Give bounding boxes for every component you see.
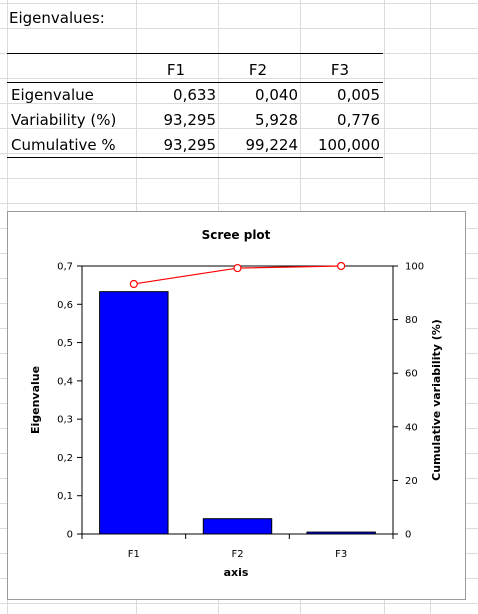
cell-variability-f1[interactable]: 93,295 (163, 111, 217, 129)
x-axis-label: axis (224, 566, 249, 579)
row-label-eigenvalue[interactable]: Eigenvalue (11, 86, 94, 104)
x-tick-label-f1: F1 (128, 549, 140, 560)
bar-f1 (99, 291, 169, 535)
y-tick-label: 0,1 (57, 491, 73, 502)
y-tick-label: 0 (67, 530, 73, 541)
y2-tick-label: 80 (405, 315, 418, 326)
y2-tick-label: 100 (405, 262, 424, 273)
column-header-f2[interactable]: F2 (248, 61, 268, 79)
x-tick-label-f2: F2 (231, 549, 243, 560)
cell-eigenvalue-f2[interactable]: 0,040 (255, 86, 298, 104)
y-tick-label: 0,6 (57, 300, 73, 311)
bar-f3 (306, 531, 376, 535)
chart-title: Scree plot (202, 228, 271, 242)
y-tick-label: 0,4 (57, 376, 73, 387)
column-header-f3[interactable]: F3 (330, 61, 350, 79)
scree-plot-chart[interactable]: Scree plot 0 0,1 0,2 0,3 0,4 0,5 0,6 0,7 0 20 40 60 8… (7, 211, 466, 600)
cumulative-point-f1 (129, 279, 138, 289)
column-header-f1[interactable]: F1 (166, 61, 186, 79)
table-header-rule (7, 82, 383, 83)
cell-cumulative-f1[interactable]: 93,295 (163, 136, 217, 154)
row-label-cumulative[interactable]: Cumulative % (11, 136, 116, 154)
table-top-rule (7, 53, 383, 54)
scree-plot-canvas: Scree plot 0 0,1 0,2 0,3 0,4 0,5 0,6 0,7 0 20 40 60 8… (29, 228, 443, 579)
cell-variability-f2[interactable]: 5,928 (255, 111, 298, 129)
y2-tick-label: 20 (405, 476, 418, 487)
cell-cumulative-f3[interactable]: 100,000 (317, 136, 380, 154)
cell-eigenvalue-f3[interactable]: 0,005 (337, 86, 380, 104)
sheet-title[interactable]: Eigenvalues: (9, 9, 105, 27)
cell-cumulative-f2[interactable]: 99,224 (245, 136, 299, 154)
y-tick-label: 0,3 (57, 415, 73, 426)
table-bottom-rule (7, 157, 383, 158)
x-tick-label-f3: F3 (335, 549, 347, 560)
y2-tick-label: 40 (405, 422, 418, 433)
y2-tick-label: 60 (405, 369, 418, 380)
cell-variability-f3[interactable]: 0,776 (337, 111, 380, 129)
y-tick-label: 0,5 (57, 338, 73, 349)
row-label-variability[interactable]: Variability (%) (11, 111, 117, 129)
cumulative-point-f2 (233, 263, 242, 273)
cumulative-point-f3 (337, 261, 346, 271)
y-tick-label: 0,2 (57, 453, 73, 464)
y-axis-label: Eigenvalue (29, 366, 42, 434)
cell-eigenvalue-f1[interactable]: 0,633 (173, 86, 216, 104)
bar-f2 (202, 518, 273, 535)
y2-tick-label: 0 (405, 530, 411, 541)
y-tick-label: 0,7 (57, 262, 73, 273)
y2-axis-label: Cumulative variability (%) (430, 319, 443, 481)
